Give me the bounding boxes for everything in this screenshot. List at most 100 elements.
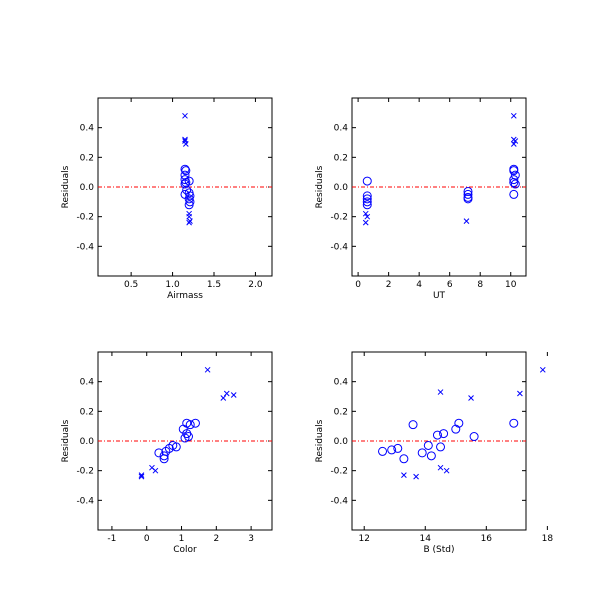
circle-marker <box>439 429 449 439</box>
y-axis-label: Residuals <box>315 165 325 208</box>
circle-marker <box>510 179 520 189</box>
circle-marker <box>417 448 427 458</box>
x-tick-label: 2 <box>386 280 392 290</box>
x-tick-label: 1 <box>179 534 185 544</box>
residual-plot-1: 0.5 1.0 1.5 2.0 -0.4 -0.2 0.0 0.2 0.4 Airmass Resi… <box>61 97 273 301</box>
y-tick-label: -0.4 <box>76 496 94 506</box>
cross-marker <box>138 472 145 478</box>
circle-marker <box>362 176 372 186</box>
cross-marker <box>510 141 517 147</box>
circle-marker <box>362 197 372 207</box>
x-tick-label: 12 <box>358 534 369 544</box>
y-tick-label: -0.2 <box>330 213 348 223</box>
cross-marker <box>443 467 450 474</box>
y-tick-label: 0.0 <box>80 437 95 447</box>
x-axis-label: Airmass <box>167 291 203 301</box>
circle-marker <box>159 454 169 464</box>
x-tick-label: 0 <box>144 534 150 544</box>
y-tick-label: 0.4 <box>334 378 349 388</box>
cross-marker <box>152 467 159 474</box>
y-tick-label: 0.4 <box>80 124 95 134</box>
circle-marker <box>190 418 200 428</box>
circle-marker <box>362 200 372 210</box>
cross-marker <box>510 112 517 119</box>
cross-marker <box>182 136 188 143</box>
cross-marker <box>401 472 407 478</box>
y-tick-label: 0.0 <box>334 183 349 193</box>
circle-marker <box>180 170 190 180</box>
x-tick-label: 2.0 <box>248 280 263 290</box>
x-tick-label: 0.5 <box>124 280 138 290</box>
cross-marker <box>182 141 189 147</box>
circle-marker <box>159 451 169 461</box>
x-axis-label: UT <box>433 291 446 301</box>
circle-marker <box>184 176 194 186</box>
circle-marker <box>463 186 473 196</box>
y-tick-label: -0.2 <box>76 467 94 477</box>
y-axis-label: Residuals <box>61 165 71 208</box>
y-tick-label: -0.4 <box>330 496 348 506</box>
x-tick-label: 1.0 <box>165 280 180 290</box>
x-tick-label: 4 <box>416 280 422 290</box>
y-tick-label: -0.4 <box>76 242 94 252</box>
circle-marker <box>509 418 519 428</box>
y-tick-label: 0.2 <box>334 407 348 417</box>
cross-marker <box>362 219 369 226</box>
cross-marker <box>437 464 444 471</box>
circle-marker <box>451 424 461 434</box>
cross-marker <box>364 213 371 220</box>
circle-marker <box>510 170 520 180</box>
x-tick-label: 6 <box>447 280 453 290</box>
x-tick-label: 2 <box>213 534 219 544</box>
cross-marker <box>186 219 192 226</box>
circle-marker <box>509 166 519 176</box>
y-tick-label: 0.2 <box>80 153 94 163</box>
circle-marker <box>184 200 194 210</box>
cross-marker <box>362 210 369 217</box>
x-tick-label: 3 <box>248 534 254 544</box>
circle-marker <box>387 445 397 455</box>
cross-marker <box>517 390 523 397</box>
x-tick-label: 8 <box>477 280 483 290</box>
x-tick-label: -1 <box>107 534 116 544</box>
circle-marker <box>393 443 403 453</box>
x-tick-label: 10 <box>505 280 517 290</box>
circle-marker <box>423 440 433 450</box>
circle-marker <box>181 166 191 176</box>
circle-marker <box>463 194 473 204</box>
cross-marker <box>138 473 145 480</box>
y-tick-label: -0.2 <box>330 467 348 477</box>
cross-marker <box>468 395 474 401</box>
cross-marker <box>223 390 230 397</box>
circle-marker <box>180 164 190 174</box>
cross-marker <box>182 112 188 119</box>
y-tick-label: 0.0 <box>80 183 95 193</box>
circle-marker <box>509 178 519 188</box>
residual-plot-3: -1 0 1 2 3 -0.4 -0.2 0.0 0.2 0.4 Color Residuals <box>61 351 273 555</box>
circle-marker <box>432 430 442 440</box>
circle-marker <box>509 189 519 199</box>
residual-plot-2: 0 2 4 6 8 10 -0.4 -0.2 0.0 0.2 0.4 UT Residuals <box>315 97 527 301</box>
circle-marker <box>454 418 464 428</box>
circle-marker <box>509 175 519 185</box>
x-tick-label: 16 <box>481 534 493 544</box>
cross-marker <box>186 213 192 220</box>
y-axis-label: Residuals <box>61 419 71 462</box>
cross-marker <box>512 138 519 144</box>
y-tick-label: 0.2 <box>334 153 348 163</box>
x-tick-label: 0 <box>355 280 361 290</box>
circle-marker <box>171 442 181 452</box>
circle-marker <box>408 420 418 430</box>
y-tick-label: -0.2 <box>76 213 94 223</box>
circle-marker <box>378 446 388 456</box>
y-tick-label: 0.0 <box>334 437 349 447</box>
x-axis-label: B (Std) <box>423 545 454 555</box>
y-tick-label: 0.4 <box>334 124 349 134</box>
circle-marker <box>362 191 372 201</box>
circle-marker <box>399 454 409 464</box>
cross-marker <box>413 473 419 480</box>
circle-marker <box>469 432 479 442</box>
circle-marker <box>463 189 473 199</box>
circle-marker <box>362 194 372 204</box>
